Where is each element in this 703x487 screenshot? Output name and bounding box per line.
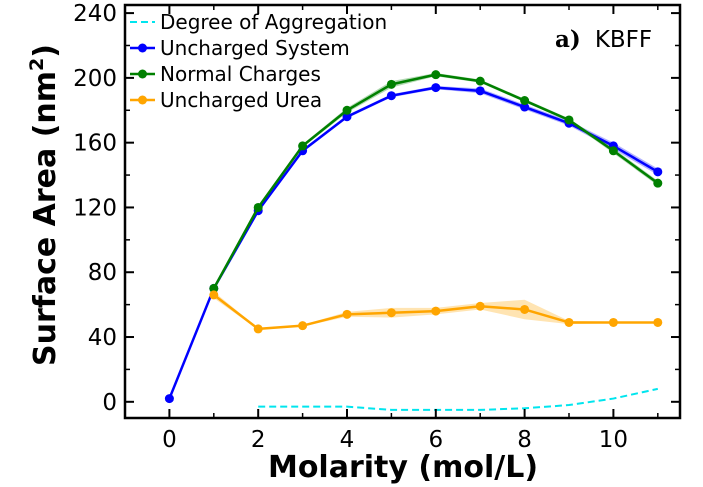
- uncharged-system-point: [342, 112, 352, 122]
- x-tick-label: 10: [599, 427, 628, 453]
- y-axis-title-main: Surface Area (nm: [28, 71, 63, 366]
- uncharged-urea-point: [653, 317, 663, 327]
- normal-charges-point: [342, 105, 352, 115]
- plot-frame: [123, 3, 682, 420]
- y-tick-label: 0: [102, 390, 117, 416]
- normal-charges-point: [520, 96, 530, 106]
- uncharged-system-point: [164, 394, 174, 404]
- panel-label: a) KBFF: [555, 26, 652, 53]
- normal-charges-point: [475, 76, 485, 86]
- x-tick-label: 8: [517, 427, 532, 453]
- uncharged-system-point: [386, 91, 396, 101]
- panel-label-prefix: a): [555, 26, 581, 53]
- x-tick-label: 4: [340, 427, 355, 453]
- uncharged-urea-point: [386, 308, 396, 318]
- uncharged-system-point: [653, 167, 663, 177]
- uncharged-urea-point: [475, 301, 485, 311]
- uncharged-urea-point: [342, 309, 352, 319]
- legend-marker-normal-charges: [138, 69, 147, 79]
- uncharged-urea-point: [253, 324, 263, 334]
- y-tick-label: 80: [88, 260, 117, 286]
- legend-label-uncharged-system: Uncharged System: [160, 36, 350, 60]
- y-tick-label: 240: [73, 1, 117, 27]
- uncharged-system-error-band: [169, 85, 658, 399]
- degree-of-aggregation-line: [258, 387, 659, 411]
- uncharged-urea-point: [431, 306, 441, 316]
- x-axis-title-text: Molarity (mol/L): [268, 450, 538, 485]
- y-axis-title-close: ): [28, 44, 63, 58]
- y-axis-title-sup: 2: [26, 58, 48, 71]
- normal-charges-point: [564, 115, 574, 125]
- x-tick-label: 2: [251, 427, 266, 453]
- normal-charges-point: [608, 146, 618, 156]
- uncharged-system-point: [431, 83, 441, 93]
- legend-marker-uncharged-urea: [138, 95, 147, 105]
- uncharged-system-point: [520, 102, 530, 112]
- legend-marker-uncharged-system: [138, 43, 147, 53]
- normal-charges-point: [653, 178, 663, 188]
- axes: 0 2 4 6 8 10 0 40 80 120 160 200 240: [73, 1, 682, 453]
- normal-charges-point: [298, 141, 308, 151]
- uncharged-urea-point: [520, 304, 530, 314]
- y-tick-label: 40: [88, 325, 117, 351]
- normal-charges-point: [209, 283, 219, 293]
- normal-charges-point: [386, 79, 396, 89]
- y-axis-title: Surface Area (nm2): [26, 44, 63, 366]
- uncharged-system-line: [168, 86, 659, 400]
- normal-charges-point: [431, 70, 441, 80]
- uncharged-urea-point: [298, 321, 308, 331]
- uncharged-urea-point: [608, 317, 618, 327]
- panel-label-name: KBFF: [595, 27, 652, 53]
- legend-label-degree-of-aggregation: Degree of Aggregation: [160, 10, 387, 34]
- legend-label-uncharged-urea: Uncharged Urea: [160, 88, 322, 112]
- normal-charges-point: [253, 202, 263, 212]
- x-axis-title: Molarity (mol/L): [268, 450, 538, 485]
- x-tick-label: 0: [162, 427, 177, 453]
- y-tick-label: 120: [73, 195, 117, 221]
- y-tick-label: 200: [73, 66, 117, 92]
- x-tick-label: 6: [428, 427, 443, 453]
- legend-label-normal-charges: Normal Charges: [160, 62, 321, 86]
- uncharged-urea-point: [564, 317, 574, 327]
- plot-area: [164, 70, 663, 411]
- uncharged-urea-point: [209, 290, 219, 300]
- uncharged-system-point: [475, 86, 485, 96]
- y-tick-label: 160: [73, 131, 117, 157]
